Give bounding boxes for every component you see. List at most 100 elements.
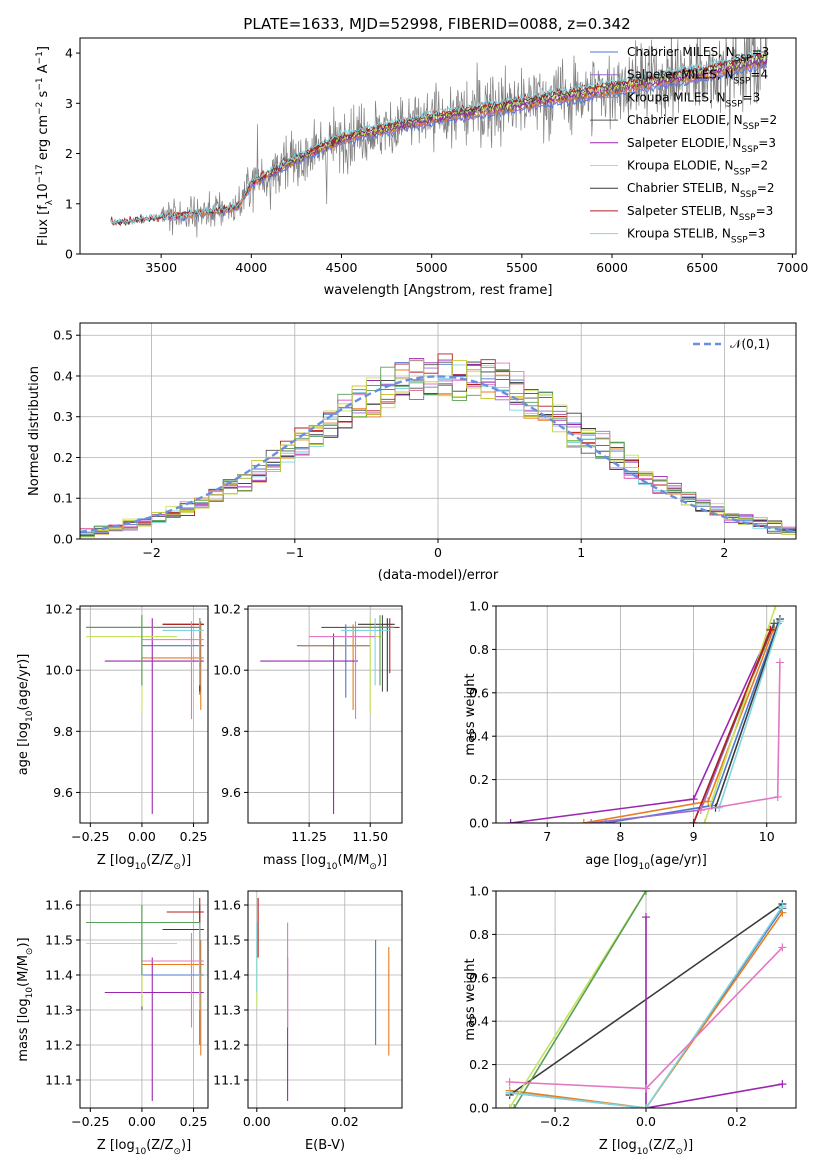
y-axis-label: mass weight [463, 958, 478, 1040]
y-axis-label-part: )] [16, 937, 31, 947]
panel-residuals: −2 −1 0 1 2 0.0 0.1 0.2 0.3 0.4 0.5 𝒩(0,1) (data-mod… [27, 322, 797, 583]
x-tick-label: 0.2 [727, 1114, 747, 1129]
legend-label: Chabrier STELIB, NSSP=2 [627, 181, 775, 200]
y-axis-label: Normed distribution [27, 366, 42, 496]
legend-label-part: SSP [739, 213, 756, 223]
mass-weight-marker [689, 819, 698, 823]
panel-mass-vs-EBV: 0.00 0.02 11.1 11.2 11.3 11.4 11.5 11.6 E(B-V) [213, 890, 403, 1153]
figure-title: PLATE=1633, MJD=52998, FIBERID=0088, z=0… [243, 15, 630, 33]
mass-weight-marker [642, 1104, 650, 1108]
mass-weight-marker [587, 819, 596, 823]
x-tick-label: 9 [690, 829, 698, 844]
mass-weight-marker [775, 658, 784, 667]
legend-label: Chabrier MILES, NSSP=3 [627, 45, 769, 64]
axes-frame [79, 605, 209, 824]
panel-spectrum: 3500 4000 4500 5000 5500 6000 6500 7000 0 1 2 3 4 Cha… [35, 37, 808, 298]
mass-weight-marker [506, 819, 515, 823]
x-axis-label-part: 10 [638, 862, 650, 872]
x-tick-label: 7000 [776, 260, 808, 275]
y-tick-label: 11.1 [45, 1073, 73, 1088]
mass-weight-marker [770, 619, 779, 628]
mass-weight-line [718, 620, 781, 809]
legend-label-part: =3 [756, 204, 774, 218]
y-axis-label-part: ⊙ [25, 948, 35, 956]
legend-label-part: =4 [750, 68, 768, 82]
mass-weight-line [509, 912, 784, 1108]
legend-label-part: Chabrier ELODIE, N [627, 113, 743, 127]
y-axis-label-part: 10 [36, 183, 51, 200]
y-axis-label-part: 10 [25, 710, 35, 722]
x-tick-label: 5000 [416, 260, 448, 275]
x-axis-label-part: )] [181, 853, 191, 868]
mass-weight-marker [505, 1104, 514, 1108]
mass-weight-marker [775, 617, 784, 626]
x-tick-label: 0.00 [128, 829, 156, 844]
x-tick-label: 5500 [506, 260, 538, 275]
y-axis-label-part: mass [log [16, 998, 31, 1061]
y-tick-label: 11.3 [213, 1003, 241, 1018]
y-tick-label: 11.4 [45, 968, 73, 983]
residual-histogram-step [80, 366, 796, 539]
legend-label-part: Salpeter ELODIE, N [627, 136, 741, 150]
x-axis-label: Z [log10(Z/Z⊙)] [599, 1138, 693, 1157]
x-axis-label-part: 10 [135, 1147, 147, 1157]
y-axis-label-part: 10 [25, 987, 35, 999]
x-axis-label-part: E(B-V) [305, 1138, 345, 1153]
y-axis-label-part: Flux [f [36, 205, 51, 246]
y-tick-label: 2 [65, 146, 73, 161]
normal-reference-curve [80, 375, 796, 534]
x-tick-label: 1 [577, 545, 585, 560]
x-tick-label: 8 [616, 829, 624, 844]
axes-frame [79, 37, 797, 255]
y-tick-label: 9.6 [53, 785, 73, 800]
axes-frame [79, 322, 797, 540]
mass-weight-marker [773, 792, 782, 801]
y-tick-label: 0.2 [53, 450, 73, 465]
y-tick-label: 3 [65, 96, 73, 111]
y-tick-label: 9.8 [221, 724, 241, 739]
legend-label-part: =2 [757, 181, 775, 195]
mass-weight-marker [689, 795, 698, 804]
axes-frame [495, 605, 797, 824]
x-tick-label: 0.25 [180, 1114, 208, 1129]
y-axis-label: mass weight [463, 673, 478, 755]
legend-label-part: SSP [743, 122, 760, 132]
legend-label-part: SSP [731, 236, 748, 246]
x-axis-label: E(B-V) [305, 1138, 345, 1153]
x-axis-label-part: )] [181, 1138, 191, 1153]
x-tick-label: 4000 [235, 260, 267, 275]
panel-age-vs-mass: 11.25 11.50 9.6 9.8 10.0 10.2 mass [log10(M/M⊙… [213, 602, 403, 872]
y-tick-label: 0.6 [469, 970, 489, 985]
y-tick-label: 9.6 [221, 785, 241, 800]
axes-frame [495, 890, 797, 1109]
axes-frame [79, 890, 209, 1109]
legend-label-part: Chabrier MILES, N [627, 45, 735, 59]
y-tick-label: 0 [65, 247, 73, 262]
legend-label-part: =3 [752, 45, 770, 59]
y-tick-label: 0.0 [469, 1101, 489, 1116]
y-axis-label-part: −17 [35, 164, 45, 183]
axes-frame [247, 890, 403, 1109]
legend-label: 𝒩(0,1) [730, 337, 770, 351]
x-axis-label-part: ⊙ [173, 862, 181, 872]
x-tick-label: −2 [142, 545, 160, 560]
legend-label: Salpeter ELODIE, NSSP=3 [627, 136, 776, 155]
legend-label-part: Kroupa ELODIE, N [627, 159, 734, 173]
y-axis-label-part: erg cm [36, 115, 51, 164]
x-tick-label: 7 [543, 829, 551, 844]
x-tick-label: 0.0 [636, 1114, 656, 1129]
x-axis-label-part: ⊙ [675, 1147, 683, 1157]
legend-label-part: =3 [748, 227, 766, 241]
legend-label-part: SSP [734, 77, 751, 87]
y-axis-label-part: age [log [16, 722, 31, 775]
y-axis-label-part: (age/yr)] [16, 654, 31, 711]
legend-label-part: =3 [743, 90, 761, 104]
mass-weight-marker [601, 819, 610, 823]
legend-label: Salpeter STELIB, NSSP=3 [627, 204, 773, 223]
x-tick-label: −1 [286, 545, 304, 560]
x-tick-label: 3500 [145, 260, 177, 275]
legend-label-part: =2 [750, 159, 768, 173]
y-axis-label-part: s [36, 90, 51, 101]
